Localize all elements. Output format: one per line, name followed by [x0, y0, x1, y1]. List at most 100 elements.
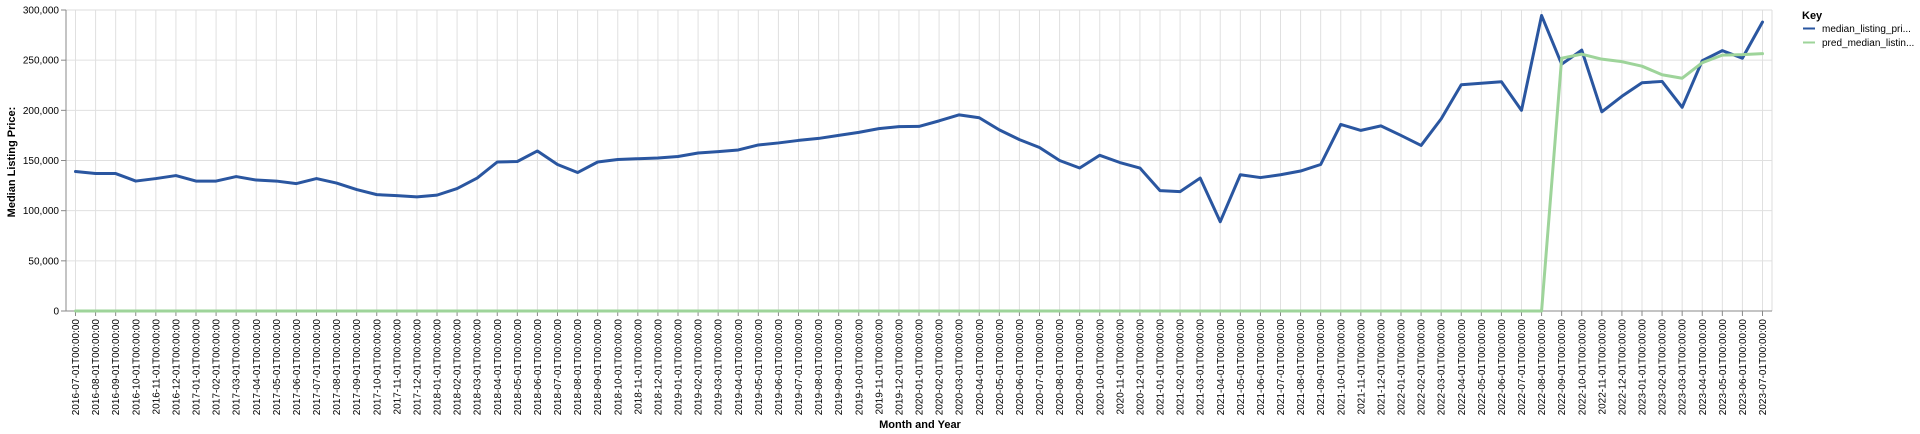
x-tick-label: 2017-09-01T00:00:00 — [352, 319, 363, 416]
y-tick-label: 150,000 — [23, 156, 60, 167]
legend: Key median_listing_pri... pred_median_lis… — [1802, 10, 1914, 49]
x-tick-label: 2019-04-01T00:00:00 — [734, 319, 745, 416]
x-tick-label: 2021-02-01T00:00:00 — [1176, 319, 1187, 416]
x-tick-label: 2021-11-01T00:00:00 — [1356, 319, 1367, 415]
x-tick-label: 2018-08-01T00:00:00 — [573, 319, 584, 416]
x-tick-label: 2022-09-01T00:00:00 — [1557, 319, 1568, 416]
y-tick-label: 50,000 — [28, 256, 59, 267]
y-tick-label: 300,000 — [23, 6, 60, 17]
x-tick-label: 2019-05-01T00:00:00 — [754, 319, 765, 416]
x-tick-label: 2023-01-01T00:00:00 — [1638, 319, 1649, 416]
x-tick-label: 2017-01-01T00:00:00 — [192, 319, 203, 416]
x-tick-label: 2021-04-01T00:00:00 — [1216, 319, 1227, 416]
x-tick-label: 2018-12-01T00:00:00 — [653, 319, 664, 416]
x-tick-label: 2022-07-01T00:00:00 — [1517, 319, 1528, 416]
legend-label: pred_median_listin... — [1822, 38, 1914, 49]
x-tick-label: 2020-09-01T00:00:00 — [1075, 319, 1086, 416]
x-tick-label: 2022-08-01T00:00:00 — [1537, 319, 1548, 416]
x-tick-label: 2019-06-01T00:00:00 — [774, 319, 785, 416]
x-tick-label: 2021-08-01T00:00:00 — [1296, 319, 1307, 416]
x-tick-label: 2021-03-01T00:00:00 — [1196, 319, 1207, 416]
x-tick-label: 2020-03-01T00:00:00 — [955, 319, 966, 416]
y-tick-label: 200,000 — [23, 106, 60, 117]
x-tick-label: 2016-11-01T00:00:00 — [151, 319, 162, 415]
x-tick-label: 2019-01-01T00:00:00 — [674, 319, 685, 416]
x-tick-label: 2020-07-01T00:00:00 — [1035, 319, 1046, 416]
x-tick-label: 2019-12-01T00:00:00 — [894, 319, 905, 416]
x-axis-title: Month and Year — [879, 419, 961, 431]
x-tick-label: 2016-10-01T00:00:00 — [131, 319, 142, 416]
x-tick-label: 2021-07-01T00:00:00 — [1276, 319, 1287, 416]
x-tick-label: 2019-03-01T00:00:00 — [714, 319, 725, 416]
x-tick-label: 2021-09-01T00:00:00 — [1316, 319, 1327, 416]
x-tick-label: 2020-10-01T00:00:00 — [1095, 319, 1106, 416]
x-tick-label: 2019-11-01T00:00:00 — [874, 319, 885, 415]
x-tick-label: 2022-11-01T00:00:00 — [1597, 319, 1608, 415]
x-tick-label: 2017-05-01T00:00:00 — [272, 319, 283, 416]
x-tick-label: 2021-01-01T00:00:00 — [1156, 319, 1167, 416]
series-line-median-listing-price — [74, 14, 1764, 224]
x-tick-label: 2022-03-01T00:00:00 — [1437, 319, 1448, 416]
x-tick-label: 2017-06-01T00:00:00 — [292, 319, 303, 416]
x-tick-label: 2020-02-01T00:00:00 — [935, 319, 946, 416]
x-tick-label: 2018-11-01T00:00:00 — [633, 319, 644, 415]
x-tick-label: 2017-03-01T00:00:00 — [232, 319, 243, 416]
x-tick-label: 2019-02-01T00:00:00 — [694, 319, 705, 416]
x-tick-label: 2023-05-01T00:00:00 — [1718, 319, 1729, 416]
x-tick-label: 2020-05-01T00:00:00 — [995, 319, 1006, 416]
x-tick-label: 2023-04-01T00:00:00 — [1698, 319, 1709, 416]
legend-label: median_listing_pri... — [1822, 24, 1911, 35]
y-tick-label: 250,000 — [23, 56, 60, 67]
x-tick-label: 2018-09-01T00:00:00 — [593, 319, 604, 416]
x-tick-label: 2016-08-01T00:00:00 — [91, 319, 102, 416]
x-tick-label: 2018-05-01T00:00:00 — [513, 319, 524, 416]
y-axis-title: Median Listing Price: — [6, 107, 18, 218]
x-tick-label: 2018-02-01T00:00:00 — [453, 319, 464, 416]
x-tick-label: 2020-01-01T00:00:00 — [915, 319, 926, 416]
x-tick-label: 2019-07-01T00:00:00 — [794, 319, 805, 416]
x-tick-label: 2020-06-01T00:00:00 — [1015, 319, 1026, 416]
x-tick-label: 2017-11-01T00:00:00 — [392, 319, 403, 415]
x-tick-label: 2023-06-01T00:00:00 — [1738, 319, 1749, 416]
x-tick-label: 2019-08-01T00:00:00 — [814, 319, 825, 416]
x-tick-label: 2017-07-01T00:00:00 — [312, 319, 323, 416]
x-tick-label: 2019-09-01T00:00:00 — [834, 319, 845, 416]
x-tick-label: 2018-10-01T00:00:00 — [613, 319, 624, 416]
y-tick-label: 100,000 — [23, 206, 60, 217]
x-tick-label: 2016-07-01T00:00:00 — [71, 319, 82, 416]
x-tick-label: 2021-05-01T00:00:00 — [1236, 319, 1247, 416]
x-tick-label: 2018-01-01T00:00:00 — [433, 319, 444, 416]
x-tick-label: 2021-10-01T00:00:00 — [1336, 319, 1347, 416]
x-tick-label: 2023-02-01T00:00:00 — [1658, 319, 1669, 416]
x-tick-label: 2017-04-01T00:00:00 — [252, 319, 263, 416]
x-tick-label: 2021-12-01T00:00:00 — [1376, 319, 1387, 416]
x-tick-label: 2018-07-01T00:00:00 — [553, 319, 564, 416]
x-tick-label: 2017-10-01T00:00:00 — [372, 319, 383, 416]
x-tick-label: 2022-12-01T00:00:00 — [1617, 319, 1628, 416]
x-tick-label: 2021-06-01T00:00:00 — [1256, 319, 1267, 416]
x-tick-label: 2020-08-01T00:00:00 — [1055, 319, 1066, 416]
x-tick-label: 2022-06-01T00:00:00 — [1497, 319, 1508, 416]
x-tick-label: 2022-01-01T00:00:00 — [1397, 319, 1408, 416]
x-tick-label: 2022-05-01T00:00:00 — [1477, 319, 1488, 416]
x-tick-label: 2017-02-01T00:00:00 — [212, 319, 223, 416]
x-tick-label: 2018-04-01T00:00:00 — [493, 319, 504, 416]
x-tick-label: 2017-12-01T00:00:00 — [412, 319, 423, 416]
x-tick-label: 2016-09-01T00:00:00 — [111, 319, 122, 416]
x-tick-label: 2022-02-01T00:00:00 — [1417, 319, 1428, 416]
x-tick-label: 2018-03-01T00:00:00 — [473, 319, 484, 416]
x-tick-label: 2017-08-01T00:00:00 — [332, 319, 343, 416]
x-tick-label: 2023-03-01T00:00:00 — [1678, 319, 1689, 416]
series-line-pred-median-listing-price — [74, 52, 1764, 313]
gridlines — [66, 9, 1773, 312]
x-tick-label: 2022-10-01T00:00:00 — [1577, 319, 1588, 416]
series-lines — [74, 14, 1764, 313]
legend-title: Key — [1802, 10, 1823, 22]
x-tick-label: 2020-12-01T00:00:00 — [1135, 319, 1146, 416]
y-tick-label: 0 — [53, 307, 59, 318]
x-tick-label: 2020-11-01T00:00:00 — [1115, 319, 1126, 415]
x-tick-label: 2018-06-01T00:00:00 — [533, 319, 544, 416]
y-axis: 0 50,000 100,000 150,000 200,000 250,000 300,0… — [23, 6, 67, 318]
x-tick-label: 2022-04-01T00:00:00 — [1457, 319, 1468, 416]
